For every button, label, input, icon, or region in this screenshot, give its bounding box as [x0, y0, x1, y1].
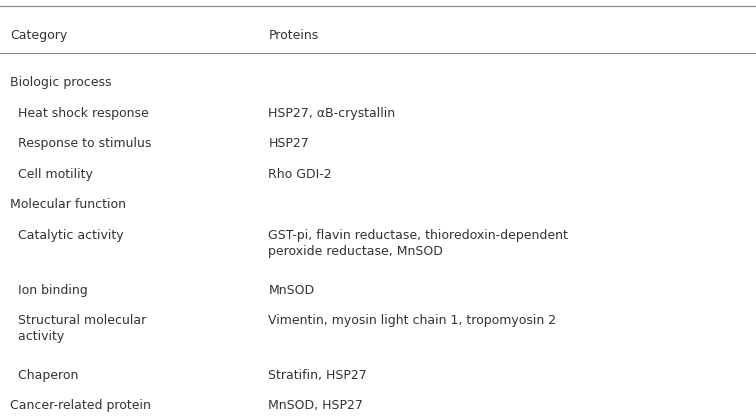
Text: MnSOD, HSP27: MnSOD, HSP27 [268, 399, 363, 412]
Text: Cancer-related protein: Cancer-related protein [10, 399, 150, 412]
Text: GST-pi, flavin reductase, thioredoxin-dependent
peroxide reductase, MnSOD: GST-pi, flavin reductase, thioredoxin-de… [268, 229, 569, 258]
Text: Ion binding: Ion binding [10, 284, 88, 297]
Text: Proteins: Proteins [268, 29, 318, 42]
Text: Rho GDI-2: Rho GDI-2 [268, 168, 332, 181]
Text: Chaperon: Chaperon [10, 369, 78, 382]
Text: Category: Category [10, 29, 67, 42]
Text: Biologic process: Biologic process [10, 76, 111, 89]
Text: Response to stimulus: Response to stimulus [10, 137, 151, 150]
Text: Stratifin, HSP27: Stratifin, HSP27 [268, 369, 367, 382]
Text: HSP27, αB-crystallin: HSP27, αB-crystallin [268, 107, 395, 120]
Text: MnSOD: MnSOD [268, 284, 314, 297]
Text: HSP27: HSP27 [268, 137, 309, 150]
Text: Heat shock response: Heat shock response [10, 107, 149, 120]
Text: Vimentin, myosin light chain 1, tropomyosin 2: Vimentin, myosin light chain 1, tropomyo… [268, 314, 556, 327]
Text: Structural molecular
  activity: Structural molecular activity [10, 314, 146, 343]
Text: Cell motility: Cell motility [10, 168, 93, 181]
Text: Molecular function: Molecular function [10, 198, 125, 211]
Text: Catalytic activity: Catalytic activity [10, 229, 123, 242]
